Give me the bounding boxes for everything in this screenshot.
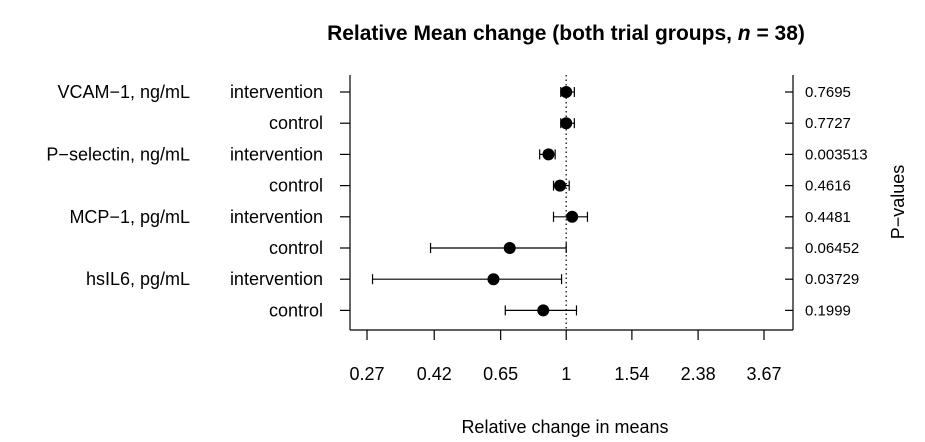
p-value-label: 0.7727	[805, 115, 851, 132]
x-axis-label: Relative change in means	[461, 417, 668, 437]
p-value-label: 0.03729	[805, 271, 859, 288]
x-tick-label: 0.42	[417, 364, 452, 384]
group-label: control	[269, 300, 323, 320]
x-tick-label: 0.65	[483, 364, 518, 384]
marker-label: MCP−1, pg/mL	[69, 207, 190, 227]
chart-title-n: n	[738, 22, 751, 45]
p-value-label: 0.7695	[805, 84, 851, 101]
marker-label: P−selectin, ng/mL	[46, 144, 190, 164]
p-value-label: 0.003513	[805, 146, 868, 163]
x-tick-label: 2.38	[681, 364, 716, 384]
x-tick-label: 1.54	[614, 364, 649, 384]
marker-label: VCAM−1, ng/mL	[57, 82, 190, 102]
chart-title-main: Relative Mean change (both trial groups,	[327, 22, 738, 45]
point-estimate	[560, 86, 573, 98]
group-label: intervention	[230, 269, 323, 289]
chart-title-end: = 38)	[751, 22, 805, 45]
group-label: intervention	[230, 144, 323, 164]
point-estimate	[553, 179, 566, 192]
chart-title: Relative Mean change (both trial groups,…	[327, 22, 805, 45]
plot-area: 0.27 0.42 0.65 1 1.54 2.38 3.67 VCAM−1, ng/mL in…	[46, 75, 868, 384]
group-label: control	[269, 238, 323, 258]
x-tick-label: 0.27	[349, 364, 384, 384]
group-label: control	[269, 113, 323, 133]
point-estimate	[503, 242, 516, 254]
p-values-axis-label: P−values	[888, 165, 908, 240]
p-value-label: 0.06452	[805, 240, 859, 257]
point-estimate	[537, 304, 550, 317]
point-estimate	[487, 273, 500, 286]
p-value-label: 0.4481	[805, 209, 851, 226]
x-tick-label: 3.67	[746, 364, 781, 384]
point-estimate	[566, 210, 579, 223]
point-estimate	[542, 148, 555, 161]
p-value-label: 0.1999	[805, 302, 851, 319]
marker-label: hsIL6, pg/mL	[86, 269, 190, 289]
group-label: intervention	[230, 207, 323, 227]
p-value-label: 0.4616	[805, 178, 851, 195]
point-estimate	[560, 117, 573, 130]
group-label: intervention	[230, 82, 323, 102]
x-tick-label: 1	[561, 364, 571, 384]
group-label: control	[269, 176, 323, 196]
